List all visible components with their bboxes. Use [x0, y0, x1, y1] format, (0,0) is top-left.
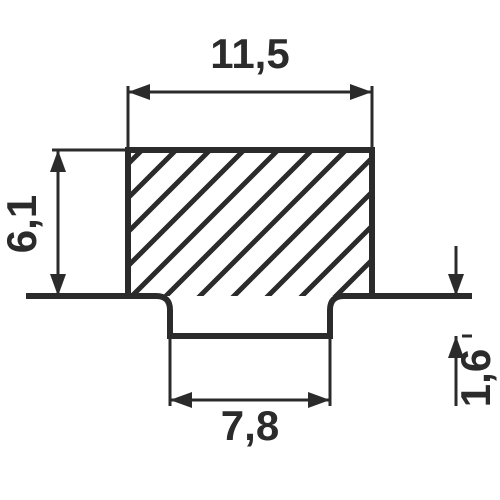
dimension-arrow	[50, 274, 66, 296]
dimension-label: 11,5	[210, 30, 289, 77]
dimension-arrow	[448, 274, 464, 296]
dimension-arrow	[128, 84, 150, 100]
dimension-arrow	[308, 392, 330, 408]
dimension-arrow	[50, 150, 66, 172]
dimension-label: 1,6	[452, 349, 499, 407]
dimension-arrow	[350, 84, 372, 100]
hatch	[0, 130, 500, 316]
dimension-label: 6,1	[0, 195, 45, 253]
dimension-arrow	[170, 392, 192, 408]
dimension-label: 7,8	[221, 402, 279, 449]
